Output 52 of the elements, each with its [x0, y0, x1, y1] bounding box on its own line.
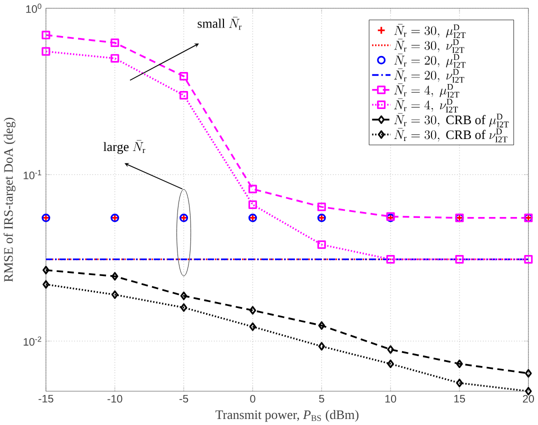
y-tick-label: 10$^{0}$ [26, 3, 42, 13]
point [455, 254, 464, 264]
point [180, 303, 188, 312]
y-tick-label: 10$^{-1}$ [24, 170, 42, 180]
x-tick-label: 0 [250, 394, 256, 402]
legend-label: $\bar{N}_{\mathrm{r}}=30,\ \nu_{\mathrm{I2T}}^{\mathrm{D}}$ [394, 38, 464, 53]
point [524, 254, 533, 264]
annotation: $\mathrm{large}\ \bar{N}_{\mathrm{r}}$ [103, 140, 146, 154]
point [110, 54, 120, 62]
point [180, 291, 188, 300]
legend-label: $\bar{N}_{\mathrm{r}}=4,\ \mu_{\mathrm{I2T}}^{\mathrm{D}}$ [394, 83, 460, 98]
x-tick-label: -5 [179, 394, 188, 402]
point [111, 272, 118, 280]
point [317, 240, 326, 249]
point [248, 184, 257, 194]
x-tick-label: 5 [319, 394, 324, 402]
point [42, 47, 50, 56]
legend-label: $\bar{N}_{\mathrm{r}}=30,\ \mathrm{CRB\ of}\ \nu_{\mathrm{I2T}}^{\mathrm{D}}$ [394, 128, 508, 142]
point [42, 266, 50, 274]
legend-label: $\bar{N}_{\mathrm{r}}=20,\ \mu_{\mathrm{I2T}}^{\mathrm{D}}$ [394, 54, 466, 68]
point [386, 254, 395, 264]
point [249, 306, 256, 314]
point [180, 72, 188, 80]
point [525, 368, 532, 378]
point [110, 38, 120, 47]
legend-label: $\bar{N}_{\mathrm{r}}=30,\ \mathrm{CRB\ of}\ \mu_{\mathrm{I2T}}^{\mathrm{D}}$ [394, 113, 509, 128]
x-axis-title: Transmit power, P$_{BS}$ (dBm) [216, 410, 358, 422]
x-tick-label: 10 [385, 394, 396, 402]
point [180, 90, 188, 100]
point [248, 200, 257, 209]
point [318, 321, 326, 330]
x-tick-label: -15 [38, 394, 54, 402]
point [42, 30, 50, 40]
point [387, 359, 394, 368]
point [456, 378, 463, 388]
annotation: $\mathrm{small}\ \bar{N}_{\mathrm{r}}$ [198, 16, 242, 30]
x-tick-label: 15 [454, 394, 466, 402]
y-axis-title: RMSE of IRS-target DoA (deg) [4, 118, 16, 282]
legend-label: $\bar{N}_{\mathrm{r}}=30,\ \mu_{\mathrm{I2T}}^{\mathrm{D}}$ [394, 24, 466, 38]
point [249, 322, 256, 331]
legend-label: $\bar{N}_{\mathrm{r}}=4,\ \nu_{\mathrm{I2T}}^{\mathrm{D}}$ [394, 98, 458, 112]
x-tick-label: -10 [108, 394, 122, 402]
point [317, 202, 326, 212]
legend-label: $\bar{N}_{\mathrm{r}}=20,\ \nu_{\mathrm{I2T}}^{\mathrm{D}}$ [394, 68, 464, 83]
point [111, 290, 118, 299]
point [456, 359, 463, 368]
point [387, 345, 394, 354]
point [318, 342, 326, 350]
y-tick-label: 10$^{-2}$ [24, 336, 42, 346]
point [42, 280, 50, 289]
x-tick-label: 20 [522, 394, 534, 402]
point [525, 386, 532, 396]
